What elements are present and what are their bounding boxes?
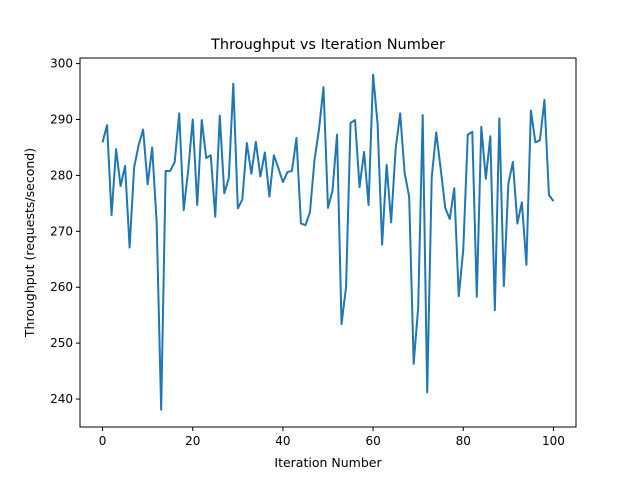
x-axis-label: Iteration Number: [274, 455, 382, 470]
axis-ticks: 0 20 40 60 80 100 240 250 260 270 280 290 300: [50, 57, 565, 448]
y-tick-label: 300: [50, 57, 73, 71]
x-tick-label: 80: [456, 434, 471, 448]
series-line: [101, 73, 555, 411]
y-tick-label: 280: [50, 168, 73, 182]
x-tick-label: 0: [99, 434, 107, 448]
x-tick-label: 20: [185, 434, 200, 448]
x-tick-label: 100: [542, 434, 565, 448]
y-tick-label: 290: [50, 113, 73, 127]
plot-area: [101, 73, 555, 411]
axes-frame: [79, 57, 577, 428]
x-tick-label: 40: [275, 434, 290, 448]
y-tick-label: 260: [50, 280, 73, 294]
y-axis-label: Throughput (requests/second): [22, 148, 37, 338]
y-tick-label: 270: [50, 224, 73, 238]
x-tick-label: 60: [365, 434, 380, 448]
y-tick-label: 250: [50, 336, 73, 350]
chart-title: Throughput vs Iteration Number: [210, 37, 445, 53]
y-tick-label: 240: [50, 392, 73, 406]
